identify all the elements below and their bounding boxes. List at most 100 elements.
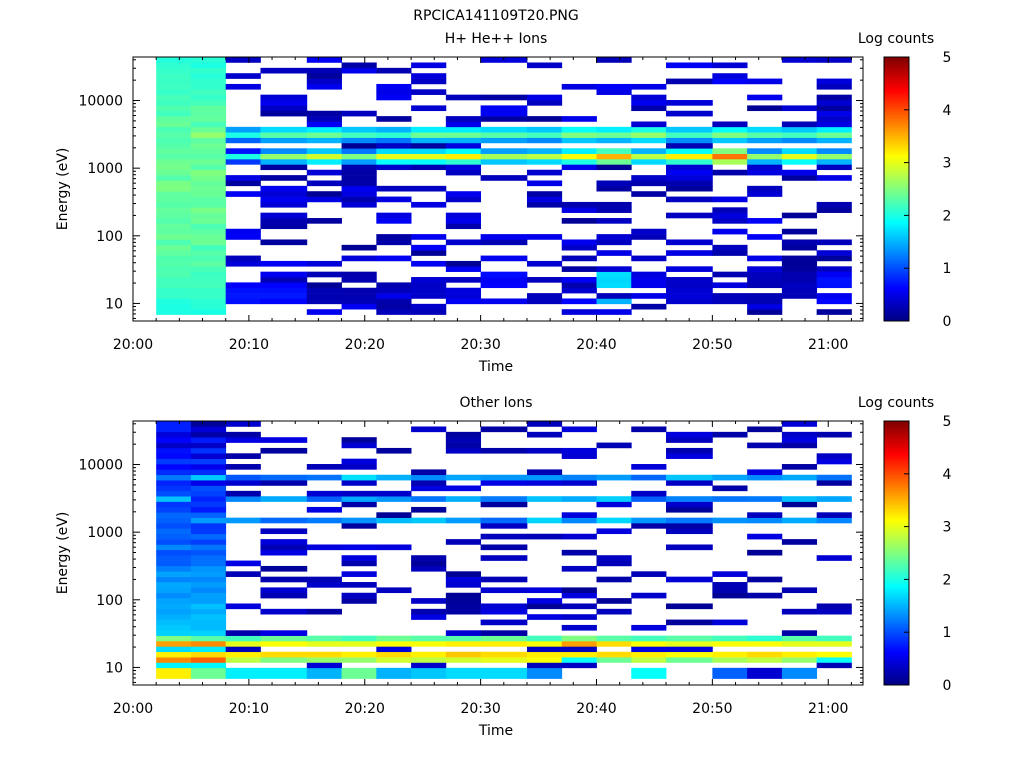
heatmap-cell (666, 132, 713, 138)
heatmap-cell (596, 277, 632, 283)
colorbar-segment (884, 129, 909, 133)
heatmap-cell (781, 244, 818, 251)
heatmap-cell (190, 207, 227, 213)
colorbar-segment (884, 678, 909, 681)
heatmap-cell (190, 223, 227, 230)
heatmap-cell (306, 73, 342, 79)
heatmap-cell (480, 298, 528, 305)
heatmap-cell (747, 185, 783, 192)
colorbar-segment (884, 489, 909, 492)
heatmap-cell (747, 469, 783, 476)
heatmap-cell (445, 576, 482, 583)
heatmap-cell (260, 474, 308, 481)
heatmap-cell (631, 228, 667, 235)
heatmap-cell (190, 298, 227, 305)
heatmap-cell (260, 239, 308, 246)
colorbar-segment (884, 169, 909, 172)
heatmap-cell (225, 571, 261, 577)
heatmap-cell (260, 630, 308, 636)
heatmap-cell (712, 196, 748, 203)
heatmap-cell (445, 223, 482, 230)
heatmap-cell (156, 218, 192, 224)
heatmap-cell (480, 132, 528, 138)
heatmap-cell (747, 549, 783, 556)
colorbar-segment (884, 184, 909, 188)
heatmap-cell (666, 266, 713, 272)
heatmap-cell (156, 431, 192, 438)
heatmap-cell (445, 592, 482, 599)
colorbar-segment (884, 167, 909, 170)
heatmap-cell (225, 228, 261, 235)
heatmap-cell (666, 437, 713, 443)
heatmap-cell (260, 223, 308, 230)
colorbar-segment (884, 429, 909, 433)
heatmap-cell (747, 191, 783, 197)
heatmap-cell (156, 260, 192, 267)
heatmap-cell (747, 164, 783, 171)
colorbar-segment (884, 641, 909, 644)
heatmap-cell (411, 244, 447, 251)
heatmap-cell (190, 260, 227, 267)
heatmap-cell (190, 78, 227, 85)
heatmap-cell (816, 309, 852, 315)
colorbar-segment (884, 559, 909, 563)
heatmap-cell (190, 62, 227, 69)
heatmap-cell (260, 480, 308, 486)
heatmap-cell (376, 635, 412, 642)
heatmap-cell (190, 576, 227, 583)
heatmap-cell (411, 282, 447, 289)
heatmap-cell (260, 271, 308, 278)
heatmap-cell (666, 110, 713, 117)
plot-frame (132, 420, 864, 686)
heatmap-cell (190, 469, 227, 476)
heatmap-cell (190, 196, 227, 203)
heatmap-cell (631, 474, 667, 481)
heatmap-cell (190, 282, 227, 289)
heatmap-cell (480, 239, 528, 246)
heatmap-cell (376, 137, 412, 144)
heatmap-cell (341, 175, 377, 181)
colorbar-segment (884, 447, 909, 450)
heatmap-cell (376, 667, 412, 674)
heatmap-cell (445, 277, 482, 283)
heatmap-cell (596, 207, 632, 213)
colorbar-segment (884, 316, 909, 320)
heatmap-cell (781, 517, 818, 524)
heatmap-cell (631, 641, 667, 647)
heatmap-cell (190, 437, 227, 443)
colorbar-segment (884, 74, 909, 78)
heatmap-cell (781, 126, 818, 133)
heatmap-cell (747, 517, 783, 524)
heatmap-cell (526, 126, 563, 133)
heatmap-cell (712, 582, 748, 588)
heatmap-cell (631, 523, 667, 529)
colorbar-segment (884, 147, 909, 150)
heatmap-cell (816, 148, 852, 154)
heatmap-cell (306, 298, 342, 305)
heatmap-cell (480, 148, 528, 154)
colorbar-segment (884, 449, 909, 453)
heatmap-cell (781, 651, 818, 658)
heatmap-cell (190, 523, 227, 529)
heatmap-cell (260, 549, 308, 556)
heatmap-cell (480, 635, 528, 642)
heatmap-cell (596, 159, 632, 165)
heatmap-cell (190, 533, 227, 540)
heatmap-cell (411, 234, 447, 240)
heatmap-grid (156, 421, 852, 679)
heatmap-cell (666, 657, 713, 663)
heatmap-cell (445, 159, 482, 165)
colorbar-segment (884, 625, 909, 629)
colorbar-segment (884, 535, 909, 538)
heatmap-cell (816, 250, 852, 256)
heatmap-cell (781, 421, 818, 427)
colorbar-segment (884, 484, 909, 488)
colorbar-segment (884, 682, 909, 686)
heatmap-cell (781, 437, 818, 443)
heatmap-cell (156, 421, 192, 427)
heatmap-cell (225, 480, 261, 486)
heatmap-cell (156, 464, 192, 470)
heatmap-cell (306, 506, 342, 513)
heatmap-cell (781, 105, 818, 112)
colorbar-tick-label: 5 (943, 50, 952, 66)
